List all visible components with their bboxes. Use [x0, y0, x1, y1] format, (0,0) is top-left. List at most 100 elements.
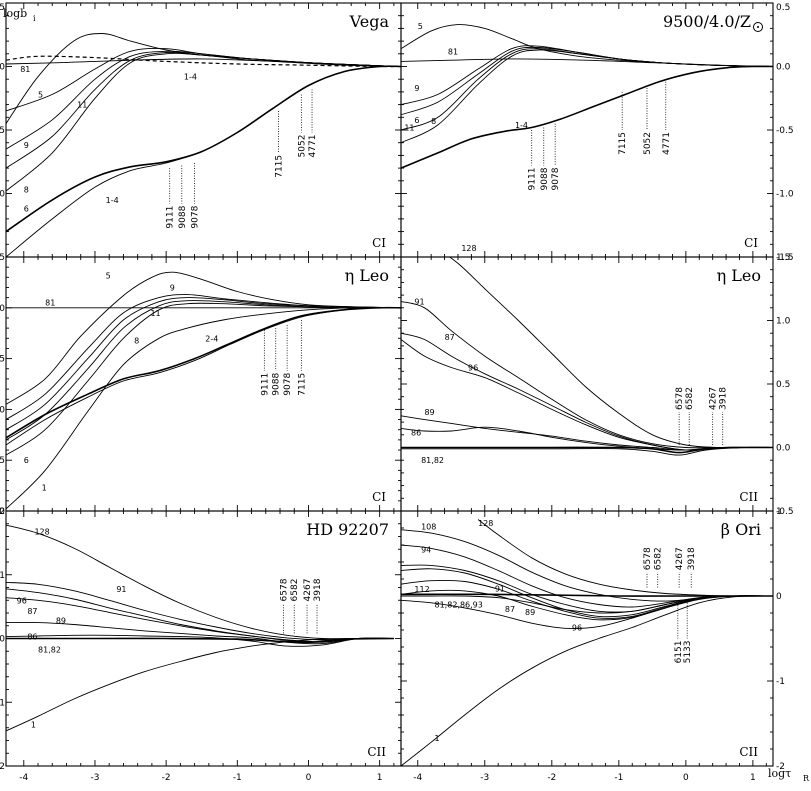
- curve-label: 8: [431, 117, 436, 126]
- series-group: [6, 524, 394, 732]
- y-axis-label: logb: [3, 7, 27, 20]
- curve-label: 94: [421, 545, 431, 554]
- curve-label: 89: [424, 408, 434, 417]
- y-tick-label: 0: [776, 592, 782, 602]
- wavelength-label: 7115: [275, 155, 285, 178]
- ion-label: CI: [372, 490, 386, 504]
- y-tick-label: -2.0: [0, 507, 5, 517]
- series-line-81-82: [6, 637, 394, 644]
- series-line-86: [6, 634, 394, 647]
- y-ticks: -2.0 -1.5 -1.0 -0.5 0.0: [0, 266, 401, 517]
- y-tick-label: -1.5: [776, 253, 794, 263]
- wavelength-label: 6582: [685, 387, 695, 410]
- curve-label: 11: [150, 309, 160, 318]
- wavelength-label: 6578: [280, 578, 290, 601]
- series-line-5: [6, 271, 401, 405]
- panel-frame: [400, 510, 774, 767]
- x-tick-label: -1: [614, 773, 623, 783]
- y-tick-label: -1.0: [776, 190, 794, 200]
- x-ticks: -4 -3 -2 -1 0 1: [413, 511, 767, 783]
- wavelength-label: 9078: [191, 205, 201, 228]
- x-tick-label: -1: [233, 773, 242, 783]
- series-line: [401, 446, 773, 456]
- series-line-96: [401, 595, 773, 629]
- y-tick-label: -0.5: [0, 355, 5, 365]
- series-line-91: [401, 301, 753, 449]
- curve-labels: 81 1-4 5 11 9 8 6 1-4: [20, 65, 197, 214]
- curve-label: 9: [414, 84, 419, 93]
- curve-label: 96: [468, 363, 478, 372]
- series-line-8: [6, 300, 401, 441]
- curve-labels: 128 91 87 96 89 86 81,82: [411, 244, 478, 465]
- star-name: Vega: [349, 12, 390, 31]
- curve-label: 81,82,86,93: [435, 601, 483, 610]
- x-axis-label: logτ: [768, 767, 791, 780]
- x-tick-label: -4: [413, 773, 422, 783]
- x-ticks: [417, 257, 767, 511]
- panel-frame: [5, 2, 402, 258]
- series-line: [6, 65, 401, 257]
- y-tick-label: 0.0: [776, 63, 791, 73]
- ion-label: CI: [372, 236, 386, 250]
- curve-label: 96: [17, 596, 27, 605]
- series-line: [6, 307, 401, 446]
- series-line-81-82-86-93: [401, 593, 773, 597]
- y-tick-label: -1.0: [0, 405, 5, 415]
- curve-label: 128: [478, 519, 493, 528]
- curve-label: 96: [572, 623, 582, 632]
- curve-label: 1-4: [106, 196, 119, 205]
- curve-label: 1: [42, 484, 47, 493]
- curve-label: 2-4: [205, 334, 218, 343]
- curve-label: 81: [448, 47, 458, 56]
- wavelength-label: 3918: [687, 547, 697, 570]
- wavelength-label: 6578: [675, 387, 685, 410]
- curve-label: 91: [414, 297, 424, 306]
- wavelength-label: 9111: [260, 373, 270, 396]
- series-line-86: [401, 426, 753, 451]
- x-tick-label: -3: [480, 773, 489, 783]
- line-markers: 9111 9088 9078 7115: [260, 319, 307, 396]
- y-tick-label: 1.0: [776, 317, 791, 327]
- curve-label: 1-4: [515, 121, 528, 130]
- curve-label: 6: [24, 456, 29, 465]
- x-axis-title: logτ R: [768, 767, 810, 783]
- x-tick-label: 1: [750, 773, 756, 783]
- curve-label: 5: [106, 271, 111, 280]
- wavelength-label: 4771: [308, 135, 318, 158]
- x-tick-label: -3: [90, 773, 99, 783]
- curve-label: 1: [31, 721, 36, 730]
- wavelength-label: 4771: [662, 132, 672, 155]
- wavelength-label: 6578: [643, 547, 653, 570]
- y-tick-label: 0.5: [0, 3, 5, 13]
- y-axis-label-subscript: i: [33, 14, 36, 23]
- curve-label: 9: [170, 283, 175, 292]
- wavelength-label: 4267: [675, 547, 685, 570]
- curve-label: 89: [525, 608, 535, 617]
- wavelength-label: 7115: [618, 132, 628, 155]
- curve-label: 86: [411, 428, 421, 437]
- wavelength-label: 6582: [654, 547, 664, 570]
- curve-label: 81: [45, 299, 55, 308]
- curve-label: 1: [435, 734, 440, 743]
- curve-label: 108: [421, 522, 436, 531]
- ion-label: CII: [367, 745, 386, 759]
- y-tick-label: 0.0: [0, 304, 5, 314]
- x-tick-label: -4: [19, 773, 28, 783]
- curve-label: 91: [116, 585, 126, 594]
- series-line-81: [6, 58, 401, 67]
- x-ticks: [417, 3, 767, 257]
- wavelength-label: 9088: [272, 373, 282, 396]
- curve-label: 6: [24, 205, 29, 214]
- wavelength-label: 9111: [528, 168, 538, 191]
- series-group: [401, 24, 773, 169]
- series-line-5: [6, 33, 401, 124]
- x-ticks: [23, 257, 395, 511]
- x-tick-label: 0: [306, 773, 312, 783]
- wavelength-label: 5052: [643, 132, 653, 155]
- series-line-11: [6, 297, 401, 431]
- wavelength-label: 9078: [551, 167, 561, 190]
